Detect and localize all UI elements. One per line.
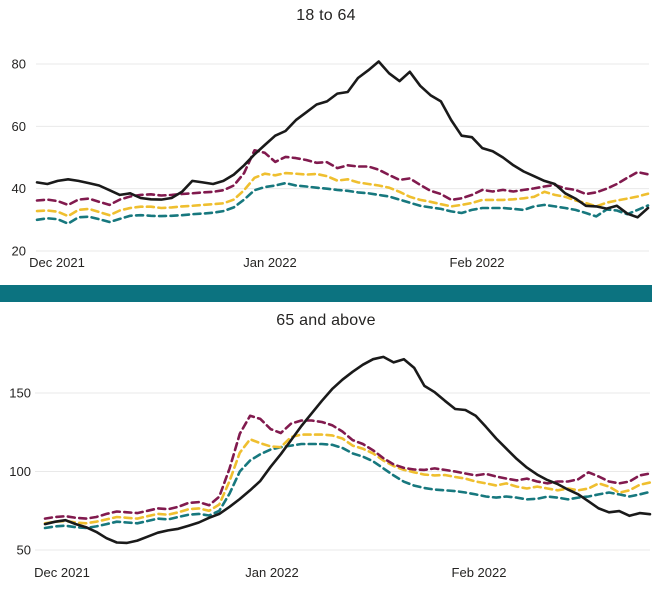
- x-tick-label-dec-2021: Dec 2021: [34, 565, 90, 580]
- series-line-dashed-gold[interactable]: [43, 433, 652, 525]
- x-tick-label-jan-2022: Jan 2022: [243, 255, 297, 270]
- series-line-dashed-teal[interactable]: [43, 442, 652, 530]
- x-tick-label-feb-2022: Feb 2022: [452, 565, 507, 580]
- series-line-dashed-maroon[interactable]: [35, 149, 650, 207]
- x-tick-label-jan-2022: Jan 2022: [245, 565, 299, 580]
- y-tick-label-40: 40: [12, 181, 26, 196]
- series-line-solid-black[interactable]: [43, 355, 652, 545]
- series-line-solid-black[interactable]: [35, 60, 650, 219]
- chart-title-65-and-above: 65 and above: [276, 312, 376, 329]
- series-line-dashed-maroon[interactable]: [43, 414, 652, 520]
- line-chart-65-and-above[interactable]: 50 100 150 Dec 2021 Jan 2022 Feb 2022: [0, 302, 652, 591]
- series-line-dashed-gold[interactable]: [35, 171, 650, 218]
- series-line-dashed-teal[interactable]: [35, 181, 650, 225]
- teal-divider-bar: [0, 285, 652, 302]
- y-tick-label-150: 150: [9, 386, 31, 401]
- line-chart-18-to-64[interactable]: 20 40 60 80 Dec 2021 Jan 2022 Feb 2022: [0, 0, 652, 285]
- y-tick-label-60: 60: [12, 119, 26, 134]
- y-tick-label-20: 20: [12, 244, 26, 259]
- x-tick-label-feb-2022: Feb 2022: [450, 255, 505, 270]
- y-tick-label-50: 50: [17, 543, 31, 558]
- x-tick-label-dec-2021: Dec 2021: [29, 255, 85, 270]
- y-tick-label-80: 80: [12, 56, 26, 71]
- chart-title-18-to-64: 18 to 64: [296, 7, 356, 24]
- y-tick-label-100: 100: [9, 464, 31, 479]
